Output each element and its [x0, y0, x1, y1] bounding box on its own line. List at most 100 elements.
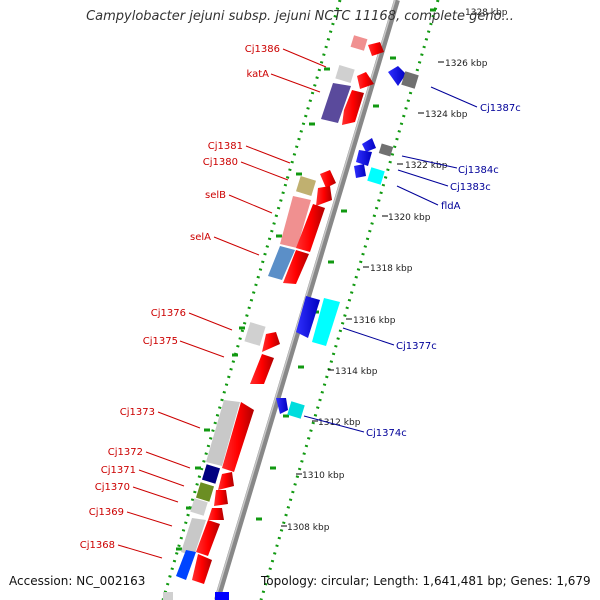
cj1384c-arrow[interactable]	[362, 138, 376, 152]
flda-arrow[interactable]	[354, 164, 366, 178]
cj1377c-cds[interactable]	[296, 296, 320, 338]
left-label-leaders	[117, 48, 327, 559]
left-gene-labels: Cj1386 katA Cj1381 Cj1380 selB selA Cj13…	[80, 44, 280, 551]
scale-labels: 1328 kbp 1326 kbp 1324 kbp 1322 kbp 1320…	[287, 8, 508, 533]
leader-line	[126, 511, 173, 527]
cj1370-feature[interactable]	[190, 498, 208, 516]
dotted-track-outer	[161, 0, 342, 600]
leader-line	[342, 327, 395, 346]
gene-label-cj1377c[interactable]: Cj1377c	[396, 341, 437, 352]
gene-label-flda[interactable]: fldA	[441, 201, 461, 212]
cj1387c-feature[interactable]	[401, 71, 419, 89]
leader-line	[303, 415, 365, 433]
cj1384c-feature[interactable]	[378, 143, 394, 157]
genome-summary: Topology: circular; Length: 1,641,481 bp…	[261, 574, 591, 588]
cj1371-arrow[interactable]	[214, 490, 228, 506]
kata-arrow-head[interactable]	[357, 72, 374, 89]
topology-value: circular	[320, 574, 366, 588]
cj1381-feature[interactable]	[296, 176, 316, 196]
gene-label-cj1373[interactable]: Cj1373	[120, 407, 155, 418]
scale-label: 1308 kbp	[287, 523, 330, 533]
gene-label-cj1368[interactable]: Cj1368	[80, 540, 115, 551]
gene-label-kata[interactable]: katA	[246, 69, 269, 80]
right-gene-labels: Cj1387c Cj1384c Cj1383c fldA Cj1377c Cj1…	[366, 103, 521, 439]
sela-feature[interactable]	[268, 246, 295, 280]
cj1376-feature[interactable]	[244, 322, 266, 346]
selb-feature[interactable]	[280, 196, 311, 248]
cj1383c-cds[interactable]	[356, 150, 372, 166]
kata-cds[interactable]	[321, 83, 351, 123]
length-label: Length:	[373, 574, 419, 588]
cj1368-cds[interactable]	[192, 554, 212, 584]
gene-label-cj1381[interactable]: Cj1381	[208, 141, 243, 152]
cj1372-arrow[interactable]	[218, 472, 234, 490]
leader-line	[179, 340, 225, 358]
leader-line	[228, 194, 273, 214]
cj1374c-arrow[interactable]	[276, 398, 288, 414]
cj1369-feature[interactable]	[181, 518, 206, 556]
gene-label-selb[interactable]: selB	[205, 190, 226, 201]
leader-line	[188, 312, 233, 331]
leader-line	[132, 486, 179, 503]
gene-label-cj1371[interactable]: Cj1371	[101, 465, 136, 476]
cj1377c-feature[interactable]	[312, 298, 340, 346]
length-value: 1,641,481 bp	[422, 574, 503, 588]
cj1380-arrow[interactable]	[316, 186, 332, 206]
gene-label-cj1386[interactable]: Cj1386	[245, 44, 280, 55]
leader-line	[117, 544, 163, 559]
right-label-leaders	[303, 86, 478, 433]
cj1376-arrow[interactable]	[262, 332, 280, 352]
gene-label-cj1384c[interactable]: Cj1384c	[458, 165, 499, 176]
edge-feature[interactable]	[163, 592, 173, 600]
leader-line	[245, 145, 291, 164]
gene-label-cj1376[interactable]: Cj1376	[151, 308, 186, 319]
scale-tick-lines	[281, 61, 444, 527]
cj1372-feature[interactable]	[201, 464, 221, 484]
gene-label-cj1370[interactable]: Cj1370	[95, 482, 130, 493]
accession-value: NC_002163	[76, 574, 146, 588]
cj1368-feature[interactable]	[176, 550, 196, 580]
cj1375-cds[interactable]	[250, 354, 274, 384]
cj1386-feature[interactable]	[350, 35, 368, 51]
cj1387c-arrow[interactable]	[388, 66, 406, 86]
leader-line	[157, 411, 201, 429]
sela-cds[interactable]	[283, 250, 309, 284]
gene-label-cj1380[interactable]: Cj1380	[203, 157, 238, 168]
cj1386-arrow[interactable]	[368, 42, 384, 56]
genes-label: Genes:	[510, 574, 553, 588]
gene-label-cj1387c[interactable]: Cj1387c	[480, 103, 521, 114]
gene-label-cj1375[interactable]: Cj1375	[143, 336, 178, 347]
kata-cds-arrow[interactable]	[342, 90, 364, 125]
accession-label: Accession:	[9, 574, 73, 588]
scale-label: 1316 kbp	[353, 316, 396, 326]
genes-value: 1,679	[556, 574, 591, 588]
gene-label-cj1369[interactable]: Cj1369	[89, 507, 124, 518]
gene-label-sela[interactable]: selA	[190, 232, 211, 243]
gene-label-cj1383c[interactable]: Cj1383c	[450, 182, 491, 193]
scale-label: 1320 kbp	[388, 213, 431, 223]
cj1370-arrow[interactable]	[208, 508, 224, 520]
kata-feature[interactable]	[335, 64, 355, 84]
gene-label-cj1374c[interactable]: Cj1374c	[366, 428, 407, 439]
leader-line	[396, 185, 439, 206]
cj1374c-feature[interactable]	[287, 401, 305, 419]
cj1373-feature[interactable]	[206, 400, 240, 466]
leader-line	[430, 86, 478, 108]
cj1381-arrow[interactable]	[320, 170, 336, 188]
scale-label: 1326 kbp	[445, 59, 488, 69]
gene-label-cj1372[interactable]: Cj1372	[108, 447, 143, 458]
scale-label: 1318 kbp	[370, 264, 413, 274]
selb-cds[interactable]	[296, 204, 325, 252]
scale-label: 1322 kbp	[405, 161, 448, 171]
leader-line	[282, 48, 327, 68]
leader-line	[145, 451, 191, 469]
flda-feature[interactable]	[367, 167, 385, 185]
edge-feature[interactable]	[215, 592, 229, 600]
cj1369-cds[interactable]	[196, 520, 220, 556]
cj1371-feature[interactable]	[195, 482, 215, 502]
scale-label: 1312 kbp	[318, 418, 361, 428]
cj1373-cds[interactable]	[222, 402, 254, 472]
leader-line	[401, 155, 458, 169]
topology-label: Topology:	[261, 574, 318, 588]
leader-line	[240, 161, 289, 181]
